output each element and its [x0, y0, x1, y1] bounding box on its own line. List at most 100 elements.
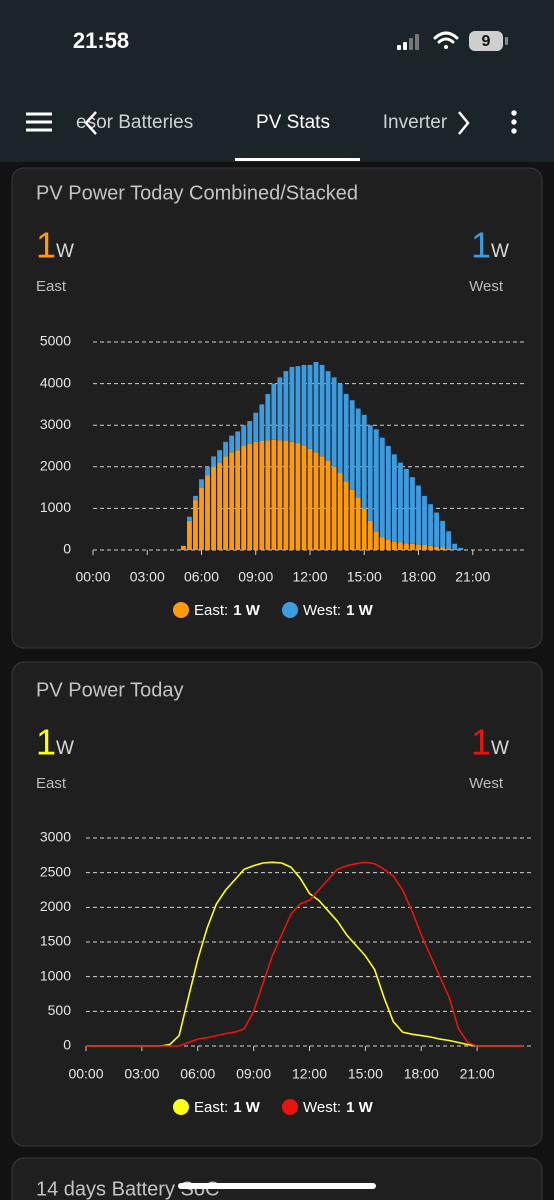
stat-label: East [36, 278, 67, 295]
bar [295, 366, 301, 444]
card-title: 14 days Battery SoC [36, 1178, 219, 1200]
bar [385, 446, 391, 540]
legend-value: 1 W [346, 602, 374, 619]
x-tick-label: 12:00 [292, 569, 327, 585]
bar [193, 495, 198, 501]
legend-label: East: [194, 602, 228, 619]
bar [440, 520, 446, 548]
x-tick-label: 09:00 [238, 569, 273, 585]
legend-value: 1 W [346, 1099, 374, 1116]
bar [349, 400, 355, 490]
bar [229, 435, 235, 453]
card [11, 661, 543, 1147]
bar [325, 460, 331, 550]
y-tick-label: 2000 [40, 898, 71, 914]
bar [385, 539, 391, 550]
bar [416, 485, 421, 545]
bar [452, 549, 458, 550]
y-tick-label: 1000 [40, 967, 71, 983]
y-tick-label: 3000 [40, 416, 71, 432]
legend-marker [173, 1099, 189, 1115]
x-tick-label: 15:00 [347, 569, 382, 585]
battery-tip [505, 37, 508, 45]
stat-unit: W [56, 738, 74, 759]
x-tick-label: 09:00 [236, 1066, 271, 1082]
overflow-menu[interactable] [511, 110, 517, 134]
clock: 21:58 [73, 28, 129, 53]
y-tick-label: 0 [63, 1037, 71, 1053]
tab[interactable]: Inverter [383, 112, 448, 133]
home-indicator [178, 1183, 376, 1189]
bar [283, 440, 289, 550]
bar [259, 441, 265, 550]
x-tick-label: 12:00 [292, 1066, 327, 1082]
bar [217, 450, 222, 463]
x-tick-label: 00:00 [68, 1066, 103, 1082]
legend-label: West: [303, 602, 341, 619]
bar [440, 547, 446, 550]
bar [277, 377, 283, 441]
bar [373, 531, 379, 550]
bar [452, 543, 458, 550]
bar [331, 377, 337, 467]
bar [181, 545, 186, 550]
stat-value: 1 [36, 722, 56, 763]
bar [289, 441, 295, 550]
y-tick-label: 3000 [40, 829, 71, 845]
bar [428, 504, 433, 546]
scroll-left[interactable] [84, 111, 97, 135]
bar [391, 454, 397, 542]
menu-button[interactable] [26, 112, 52, 132]
bar [199, 479, 204, 488]
x-tick-label: 18:00 [401, 569, 436, 585]
x-tick-label: 03:00 [130, 569, 165, 585]
bar [343, 394, 349, 482]
legend-marker [282, 602, 298, 618]
y-tick-label: 2000 [40, 458, 71, 474]
bar [398, 462, 403, 543]
bar [319, 456, 325, 550]
app-header [0, 0, 554, 162]
stat-value: 1 [471, 225, 491, 266]
bar [301, 446, 307, 550]
bar [241, 425, 247, 446]
bar [325, 371, 331, 461]
bar [295, 443, 301, 550]
bar [265, 394, 271, 441]
bar [361, 508, 367, 550]
legend-label: West: [303, 1099, 341, 1116]
bar [223, 441, 229, 457]
bar [211, 456, 216, 467]
bar [247, 421, 253, 444]
x-tick-label: 06:00 [180, 1066, 215, 1082]
bar [331, 466, 337, 550]
card-title: PV Power Today Combined/Stacked [36, 182, 358, 204]
scroll-right[interactable] [458, 111, 470, 135]
y-tick-label: 2500 [40, 863, 71, 879]
bar [271, 383, 277, 440]
stat-unit: W [56, 241, 74, 262]
bar [277, 440, 283, 550]
bar [422, 495, 427, 546]
bar [391, 541, 397, 550]
bar [229, 452, 235, 550]
legend-label: East: [194, 1099, 228, 1116]
bar [410, 543, 415, 550]
tab[interactable]: esor Batteries [76, 112, 193, 133]
bar [434, 512, 439, 547]
card [11, 1157, 543, 1200]
bar [223, 456, 229, 550]
stat-label: West [469, 278, 504, 295]
bar [241, 446, 247, 550]
x-tick-label: 00:00 [75, 569, 110, 585]
bar [367, 425, 373, 521]
line [86, 861, 524, 1047]
bar [187, 520, 192, 550]
tab-active[interactable]: PV Stats [256, 112, 330, 133]
bar [379, 437, 385, 538]
stat-value: 1 [471, 722, 491, 763]
legend-marker [173, 602, 189, 618]
battery-level: 9 [482, 33, 491, 50]
bar [253, 441, 259, 550]
